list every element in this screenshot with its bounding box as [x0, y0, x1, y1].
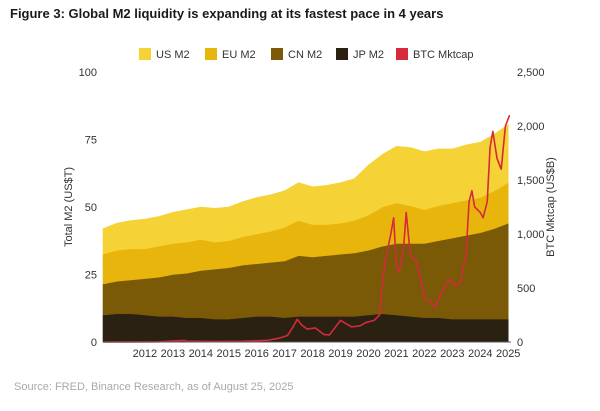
legend-label-btc-mktcap: BTC Mktcap — [413, 49, 474, 61]
x-tick-label: 2018 — [300, 348, 324, 360]
y2-tick-label: 1,000 — [517, 229, 545, 241]
legend-swatch-eu-m2 — [205, 48, 217, 60]
x-tick-label: 2014 — [189, 348, 213, 360]
y-tick-label: 75 — [85, 135, 97, 147]
legend-label-eu-m2: EU M2 — [222, 49, 256, 61]
legend-swatch-us-m2 — [139, 48, 151, 60]
x-tick-label: 2021 — [384, 348, 408, 360]
y2-axis-title: BTC Mktcap (US$B) — [545, 157, 557, 257]
x-tick-label: 2017 — [272, 348, 296, 360]
y2-tick-label: 0 — [517, 337, 523, 349]
x-tick-label: 2023 — [440, 348, 464, 360]
btc-mktcap-line — [102, 114, 511, 343]
area-us-m2 — [102, 124, 509, 255]
y-tick-label: 25 — [85, 270, 97, 282]
x-tick-label: 2020 — [356, 348, 380, 360]
legend-swatch-jp-m2 — [336, 48, 348, 60]
figure-title: Figure 3: Global M2 liquidity is expandi… — [10, 6, 444, 21]
legend-label-jp-m2: JP M2 — [353, 49, 384, 61]
legend-swatch-cn-m2 — [271, 48, 283, 60]
y2-tick-label: 2,000 — [517, 121, 545, 133]
x-tick-label: 2013 — [161, 348, 185, 360]
y-tick-label: 100 — [79, 67, 97, 79]
legend: US M2 EU M2 CN M2 JP M2 BTC Mktcap — [139, 48, 474, 61]
y2-tick-label: 1,500 — [517, 175, 545, 187]
legend-label-us-m2: US M2 — [156, 49, 190, 61]
y2-tick-label: 2,500 — [517, 67, 545, 79]
btc-line-layer — [102, 114, 511, 343]
x-tick-label: 2025 — [496, 348, 520, 360]
y-axis-title: Total M2 (US$T) — [63, 167, 75, 247]
axes: 0 25 50 75 100 0 500 1,000 1,500 2,000 2,500 2012 20… — [63, 67, 557, 360]
x-tick-label: 2012 — [133, 348, 157, 360]
x-tick-label: 2024 — [468, 348, 492, 360]
legend-swatch-btc-mktcap — [396, 48, 408, 60]
y-tick-label: 0 — [91, 337, 97, 349]
x-tick-label: 2022 — [412, 348, 436, 360]
y2-tick-label: 500 — [517, 283, 535, 295]
x-tick-label: 2015 — [217, 348, 241, 360]
legend-label-cn-m2: CN M2 — [288, 49, 322, 61]
stacked-areas — [102, 124, 509, 343]
x-tick-label: 2019 — [328, 348, 352, 360]
source-note: Source: FRED, Binance Research, as of Au… — [14, 381, 294, 393]
y-tick-label: 50 — [85, 202, 97, 214]
x-tick-label: 2016 — [244, 348, 268, 360]
